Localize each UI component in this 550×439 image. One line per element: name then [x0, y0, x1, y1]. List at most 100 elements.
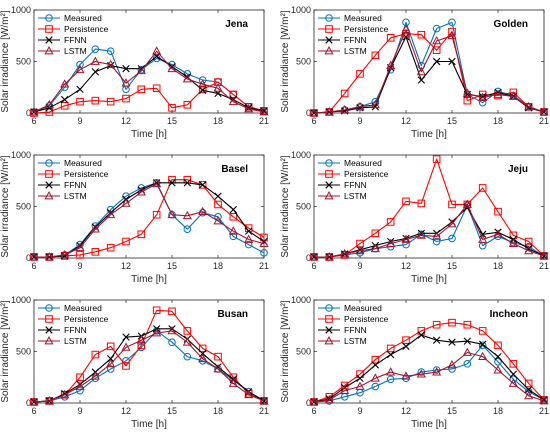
data-point-persistence	[432, 155, 441, 163]
data-point-persistence	[183, 100, 192, 109]
x-tick-label: 12	[121, 116, 131, 126]
data-point-lstm	[106, 59, 116, 68]
legend-label: Persistence	[344, 314, 389, 324]
data-point-persistence	[417, 199, 426, 208]
data-point-lstm	[340, 385, 350, 395]
y-tick-label: 500	[16, 57, 31, 67]
y-tick-label: 0	[26, 108, 31, 118]
x-axis-label: Time [h]	[411, 274, 447, 285]
data-point-measured	[106, 365, 115, 373]
legend-marker	[45, 181, 53, 189]
legend-label: Persistence	[64, 24, 109, 34]
data-point-persistence	[402, 336, 410, 344]
data-point-ffnn-stroke-b	[91, 68, 100, 76]
legend-label: LSTM	[344, 191, 367, 201]
data-point-lstm	[60, 79, 70, 88]
y-axis-label: Solar irradiance [W/m²]	[0, 300, 11, 402]
panel-title: Jena	[225, 19, 248, 30]
legend-marker	[45, 170, 53, 178]
data-point-ffnn-stroke-b	[183, 179, 192, 187]
data-point-lstm	[75, 242, 85, 252]
data-point-ffnn-stroke-b	[356, 374, 364, 382]
data-point-lstm	[432, 367, 442, 376]
x-tick-label: 18	[493, 116, 503, 126]
data-point-lstm	[213, 215, 223, 225]
series-line-lstm	[313, 351, 545, 403]
data-point-ffnn	[386, 350, 395, 359]
data-point-measured	[386, 375, 395, 384]
data-point-measured	[417, 368, 426, 376]
data-point-persistence	[371, 51, 380, 60]
data-point-persistence	[214, 200, 222, 209]
y-tick-label: 500	[16, 347, 31, 357]
data-point-lstm	[152, 46, 162, 55]
data-point-lstm	[493, 365, 503, 374]
x-axis-label: Time [h]	[131, 129, 167, 140]
data-point-lstm	[259, 395, 269, 405]
x-axis-label: Time [h]	[411, 419, 447, 430]
data-point-persistence	[91, 248, 100, 256]
legend-label: Persistence	[64, 169, 109, 179]
series-line-ffnn	[33, 55, 265, 113]
data-point-persistence	[214, 352, 222, 361]
y-tick-label: 0	[26, 398, 31, 408]
data-point-persistence	[137, 230, 146, 239]
data-point-persistence	[340, 89, 349, 98]
data-point-lstm	[401, 24, 411, 33]
data-point-ffnn-stroke-b	[198, 86, 207, 95]
data-point-persistence	[371, 229, 380, 238]
data-point-persistence	[524, 379, 533, 388]
y-tick-label: 1000	[291, 295, 311, 305]
legend-marker-stroke-b	[325, 326, 333, 334]
legend-marker-stroke-b	[45, 36, 53, 44]
legend-marker-stroke-b	[325, 36, 333, 44]
data-point-ffnn	[478, 230, 487, 238]
legend-marker	[325, 326, 333, 334]
data-point-ffnn-stroke-b	[540, 252, 548, 260]
data-point-lstm	[370, 243, 380, 253]
data-point-lstm	[244, 103, 254, 113]
legend-marker	[45, 36, 53, 44]
x-tick-label: 9	[77, 406, 82, 416]
x-tick-label: 18	[213, 116, 223, 126]
data-point-measured	[214, 213, 222, 221]
data-point-lstm	[462, 347, 472, 356]
data-point-persistence	[168, 307, 176, 316]
data-point-measured	[432, 237, 441, 246]
legend-marker	[325, 159, 333, 167]
y-tick-label: 1000	[11, 150, 31, 160]
data-point-persistence	[229, 213, 238, 221]
chart-panel-busan: 6 9 12 15 18 21 0 500 1000 Time [h] Solar irradian…	[0, 295, 269, 430]
data-point-persistence	[478, 327, 487, 335]
data-point-lstm	[121, 342, 131, 351]
data-point-measured	[448, 18, 456, 27]
data-point-lstm	[60, 249, 70, 259]
y-tick-label: 0	[306, 253, 311, 263]
legend-marker	[324, 336, 334, 345]
x-tick-label: 9	[77, 261, 82, 271]
data-point-persistence	[448, 27, 456, 36]
data-point-ffnn-stroke-b	[478, 340, 487, 348]
data-point-lstm	[340, 248, 350, 258]
panel-title: Basel	[221, 164, 248, 175]
data-point-measured	[448, 365, 456, 373]
plot-area	[313, 299, 545, 404]
x-tick-label: 9	[357, 261, 362, 271]
panel-title: Busan	[217, 309, 248, 320]
data-point-lstm	[539, 107, 549, 116]
x-tick-label: 21	[539, 116, 549, 126]
data-point-measured	[106, 47, 115, 56]
data-point-ffnn	[478, 340, 487, 348]
data-point-measured	[371, 382, 380, 391]
data-point-lstm	[182, 210, 192, 220]
legend-marker-stroke-b	[325, 181, 333, 189]
data-point-ffnn	[91, 68, 100, 76]
data-point-lstm	[432, 35, 442, 45]
legend-label: FFNN	[344, 325, 367, 335]
x-tick-label: 15	[167, 406, 177, 416]
y-tick-label: 0	[26, 253, 31, 263]
data-point-ffnn	[260, 397, 268, 405]
data-point-lstm	[493, 229, 503, 238]
x-tick-label: 12	[401, 116, 411, 126]
legend-marker	[44, 336, 54, 345]
